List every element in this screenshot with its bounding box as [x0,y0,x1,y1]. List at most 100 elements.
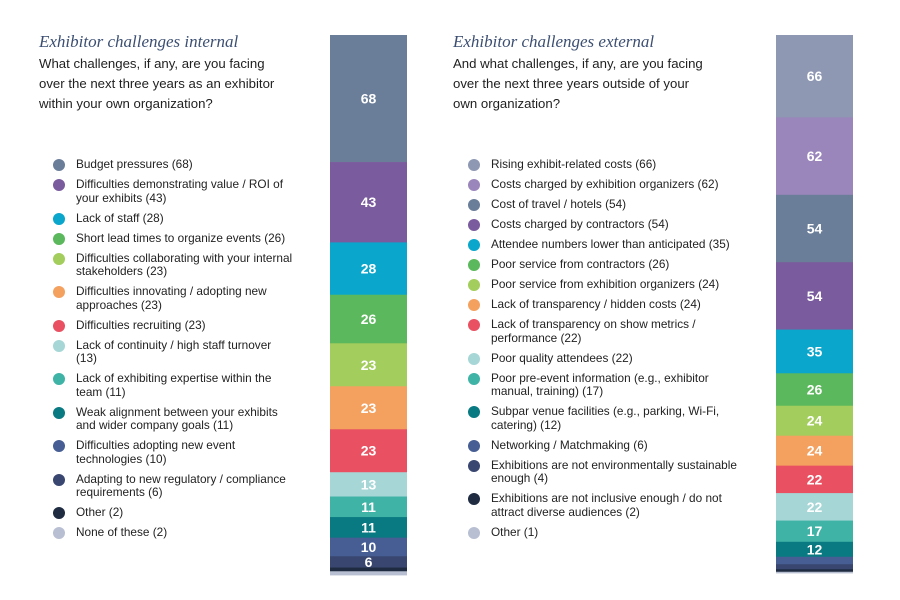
bar-segment [776,117,853,196]
legend-label: Exhibitions are not inclusive enough / d… [491,491,722,519]
bar-segment [330,567,407,572]
internal-legend: Budget pressures (68) Difficulties demons… [53,157,293,546]
legend-label: Difficulties recruiting (23) [76,317,206,332]
bar-segment [776,35,853,118]
bar-value-label: 28 [361,261,377,277]
legend-item: Poor service from exhibition organizers … [468,277,738,292]
legend-swatch [53,339,65,352]
legend-item: Weak alignment between your exhibits and… [53,404,293,433]
legend-label: Lack of continuity / high staff turnover… [76,337,272,365]
bar-value-label: 11 [361,499,376,515]
bar-segment [330,35,407,163]
bar-value-label: 43 [361,194,377,210]
bar-value-label: 26 [361,311,377,327]
legend-label: Attendee numbers lower than anticipated … [491,237,730,251]
legend-swatch [468,526,480,539]
legend-label: Poor pre-event information (e.g., exhibi… [491,370,709,398]
legend-label: Cost of travel / hotels (54) [491,197,627,211]
bar-segment [776,329,853,374]
legend-swatch [468,352,480,365]
bar-segment [330,343,407,387]
legend-item: Difficulties recruiting (23) [53,317,293,333]
legend-label: Subpar venue facilities (e.g., parking, … [491,404,720,432]
legend-label: Difficulties demonstrating value / ROI o… [76,177,283,205]
bar-value-label: 22 [807,471,823,487]
legend-item: Lack of staff (28) [53,210,293,226]
bar-segment [776,569,853,573]
legend-item: Attendee numbers lower than anticipated … [468,237,738,252]
legend-label: None of these (2) [76,525,168,539]
legend-label: Networking / Matchmaking (6) [491,437,648,452]
legend-swatch [468,459,480,472]
internal-question: What challenges, if any, are you facing … [39,56,275,111]
bar-segment [776,520,853,543]
legend-swatch [468,406,480,418]
bar-value-label: 26 [807,382,823,398]
legend-swatch [53,473,65,486]
bar-segment [776,194,853,263]
legend-item: Rising exhibit-related costs (66) [468,157,738,172]
legend-label: Costs charged by exhibition organizers (… [491,177,719,191]
legend-swatch [53,159,65,171]
legend-swatch [468,159,480,171]
bar-value-label: 23 [361,357,377,373]
legend-label: Rising exhibit-related costs (66) [491,157,657,171]
bar-segment [330,386,407,430]
legend-item: Costs charged by contractors (54) [468,217,738,232]
bar-segment [776,262,853,330]
bar-value-label: 17 [807,523,823,539]
legend-label: Lack of staff (28) [76,210,164,225]
legend-label: Lack of transparency / hidden costs (24) [491,297,701,311]
legend-item: Lack of transparency / hidden costs (24) [468,297,738,312]
legend-swatch [53,319,65,332]
bar-segment [330,496,407,518]
legend-swatch [53,252,65,265]
bar-value-label: 6 [365,554,373,570]
internal-chart-title: Exhibitor challenges internal [39,32,239,51]
legend-item: Short lead times to organize events (26) [53,230,293,246]
legend-item: Adapting to new regulatory / compliance … [53,472,293,500]
legend-label: Short lead times to organize events (26) [76,230,286,245]
bar-value-label: 10 [361,539,377,555]
bar-segment [330,472,407,497]
legend-item: Lack of transparency on show metrics / p… [468,317,738,345]
legend-label: Costs charged by contractors (54) [491,217,669,231]
legend-swatch [468,372,480,385]
legend-swatch [468,239,480,251]
legend-item: Poor pre-event information (e.g., exhibi… [468,370,738,399]
legend-label: Poor service from contractors (26) [491,257,670,271]
bar-segment [776,465,853,494]
bar-segment [330,556,407,568]
legend-label: Exhibitions are not environmentally sust… [491,457,737,485]
legend-item: Difficulties innovating / adopting new a… [53,284,293,312]
legend-item: Difficulties demonstrating value / ROI o… [53,177,293,205]
external-chart-title: Exhibitor challenges external [453,32,655,51]
bar-value-label: 13 [361,476,377,492]
bar-segment [776,373,853,407]
legend-swatch [468,493,480,505]
bar-value-label: 22 [807,499,823,515]
legend-swatch [53,232,65,245]
bar-segment [330,429,407,473]
legend-label: Difficulties innovating / adopting new a… [76,284,267,312]
legend-item: Cost of travel / hotels (54) [468,197,738,212]
legend-item: Costs charged by exhibition organizers (… [468,177,738,192]
legend-item: Other (2) [53,505,293,520]
legend-swatch [468,219,480,231]
legend-label: Lack of exhibiting expertise within the … [76,371,272,399]
legend-label: Weak alignment between your exhibits and… [76,404,278,432]
bar-value-label: 66 [807,68,823,84]
bar-segment [330,242,407,296]
bar-value-label: 24 [807,413,823,429]
bar-value-label: 62 [807,148,823,164]
bar-value-label: 54 [807,288,823,304]
legend-swatch [468,179,480,191]
legend-item: None of these (2) [53,525,293,540]
legend-item: Networking / Matchmaking (6) [468,437,738,453]
bar-segment [776,405,853,437]
legend-swatch [53,286,65,298]
legend-label: Difficulties adopting new event technolo… [76,438,236,466]
legend-item: Lack of continuity / high staff turnover… [53,337,293,366]
bar-segment [330,517,407,539]
